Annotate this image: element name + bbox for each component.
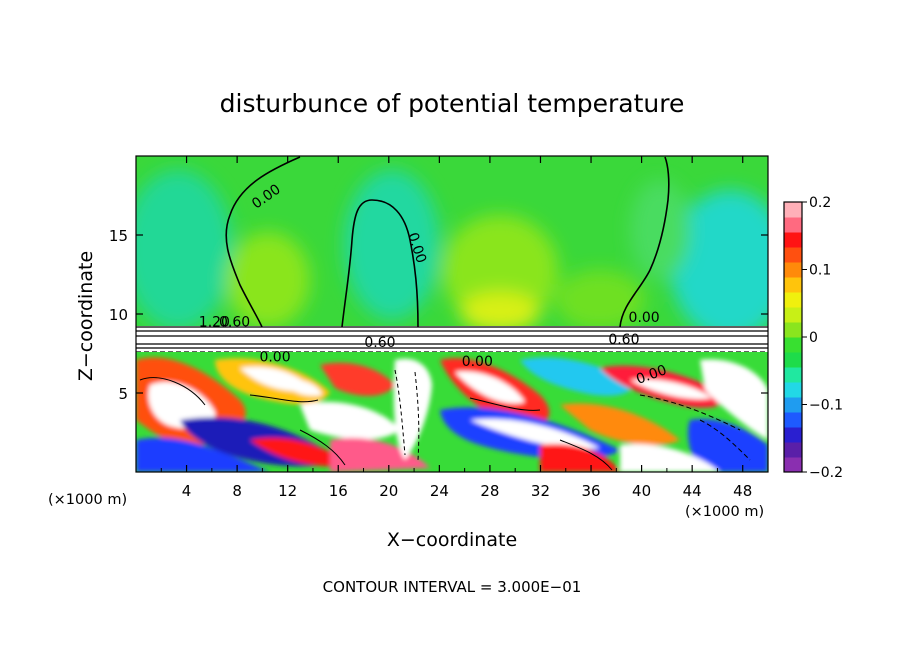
colorbar-swatch bbox=[784, 382, 802, 398]
x-unit-left: (×1000 m) bbox=[48, 492, 127, 508]
x-tick-label: 20 bbox=[379, 482, 398, 500]
x-tick-label: 28 bbox=[480, 482, 499, 500]
y-tick-label: 15 bbox=[109, 227, 128, 245]
x-tick-label: 4 bbox=[182, 482, 192, 500]
y-tick-label: 5 bbox=[118, 385, 128, 403]
y-tick-label: 10 bbox=[109, 306, 128, 324]
colorbar-tick-label: 0 bbox=[809, 330, 818, 346]
colorbar-swatch bbox=[784, 247, 802, 263]
x-tick-label: 48 bbox=[733, 482, 752, 500]
colorbar-swatch bbox=[784, 292, 802, 308]
contour-label: 1.20 bbox=[199, 315, 230, 331]
x-unit-right: (×1000 m) bbox=[685, 504, 764, 520]
contour-label: 0.00 bbox=[259, 349, 290, 365]
y-axis: 5 10 15 bbox=[109, 227, 768, 403]
chart-title: disturbunce of potential temperature bbox=[220, 89, 685, 118]
x-tick-label: 24 bbox=[430, 482, 449, 500]
colorbar-swatch bbox=[784, 457, 802, 473]
contour-label: 0.60 bbox=[219, 315, 250, 331]
colorbar-tick-label: −0.2 bbox=[809, 465, 843, 481]
colorbar-swatch bbox=[784, 412, 802, 428]
colorbar-swatch bbox=[784, 322, 802, 338]
colorbar-swatch bbox=[784, 367, 802, 383]
colorbar-swatch bbox=[784, 202, 802, 218]
colorbar-swatch bbox=[784, 427, 802, 443]
x-axis-label: X−coordinate bbox=[387, 529, 517, 551]
colorbar-swatch bbox=[784, 352, 802, 368]
colorbar-swatch bbox=[784, 277, 802, 293]
colorbar-swatch bbox=[784, 442, 802, 458]
contour-label: 0.60 bbox=[364, 335, 395, 351]
x-tick-label: 12 bbox=[278, 482, 297, 500]
x-tick-label: 8 bbox=[232, 482, 242, 500]
colorbar-swatch bbox=[784, 307, 802, 323]
contour-interval-note: CONTOUR INTERVAL = 3.000E−01 bbox=[323, 578, 582, 596]
x-tick-label: 44 bbox=[683, 482, 702, 500]
colorbar-swatch bbox=[784, 232, 802, 248]
contour-label: 0.00 bbox=[629, 310, 660, 326]
colorbar: 0.2 0.1 0 −0.1 −0.2 bbox=[783, 195, 843, 481]
colorbar-swatch bbox=[784, 217, 802, 233]
x-tick-label: 40 bbox=[632, 482, 651, 500]
plot-area: 0.000.000.001.200.600.000.600.000.600.00 bbox=[136, 156, 768, 472]
colorbar-tick-label: 0.2 bbox=[809, 195, 831, 211]
colorbar-tick-label: −0.1 bbox=[809, 398, 843, 414]
x-tick-label: 36 bbox=[581, 482, 600, 500]
colorbar-swatch bbox=[784, 337, 802, 353]
colorbar-tick-label: 0.1 bbox=[809, 263, 831, 279]
upper-field-shading bbox=[136, 170, 768, 340]
contour-lines bbox=[225, 156, 670, 328]
colorbar-swatch bbox=[784, 397, 802, 413]
contour-label: 0.00 bbox=[462, 354, 493, 370]
x-tick-label: 16 bbox=[329, 482, 348, 500]
y-axis-label: Z−coordinate bbox=[75, 251, 97, 381]
colorbar-swatch bbox=[784, 262, 802, 278]
x-tick-label: 32 bbox=[531, 482, 550, 500]
x-axis: 4 8 12 16 20 24 28 32 36 40 44 48 bbox=[160, 156, 752, 500]
lower-contour-lines bbox=[139, 369, 751, 471]
contour-label: 0.60 bbox=[608, 332, 639, 348]
